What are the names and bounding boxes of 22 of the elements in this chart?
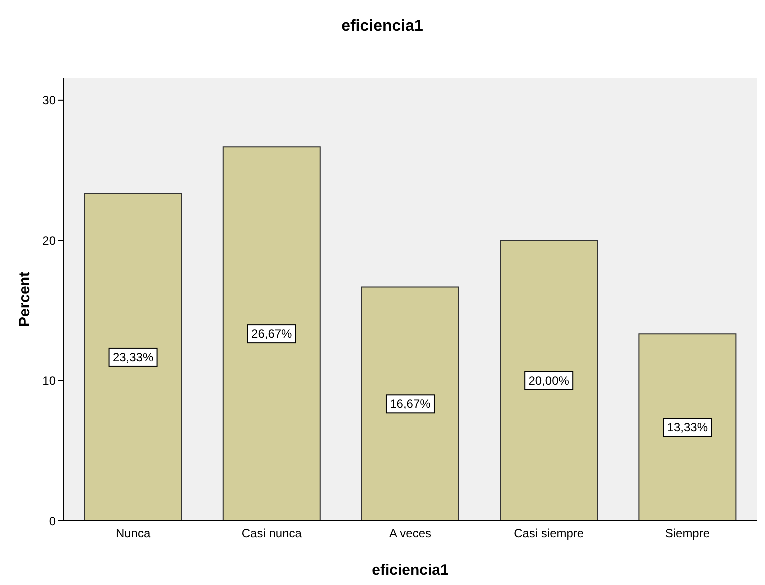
bar — [638, 334, 737, 521]
x-tick-label: A veces — [389, 526, 432, 541]
y-tick-label: 0 — [49, 514, 56, 528]
data-label: 23,33% — [112, 350, 154, 364]
bar — [361, 286, 460, 521]
chart-title: eficiencia1 — [340, 18, 424, 36]
data-label: 16,67% — [390, 397, 432, 412]
x-tick-label: Casi siempre — [514, 526, 584, 541]
x-tick-label: Nunca — [116, 526, 151, 541]
x-axis-title: eficiencia1 — [372, 562, 449, 579]
bar — [500, 240, 598, 521]
x-tick-label: Siempre — [665, 526, 710, 541]
data-label: 20,00% — [528, 374, 570, 388]
y-tick-label: 30 — [42, 94, 56, 108]
y-tick-label: 20 — [42, 234, 56, 248]
bar — [84, 193, 182, 521]
data-label: 13,33% — [667, 420, 708, 435]
y-axis-title: Percent — [16, 272, 34, 328]
x-tick-label: Casi nunca — [242, 526, 302, 541]
y-tick-label: 10 — [42, 374, 56, 388]
data-label: 26,67% — [252, 327, 293, 342]
bar — [222, 146, 321, 521]
